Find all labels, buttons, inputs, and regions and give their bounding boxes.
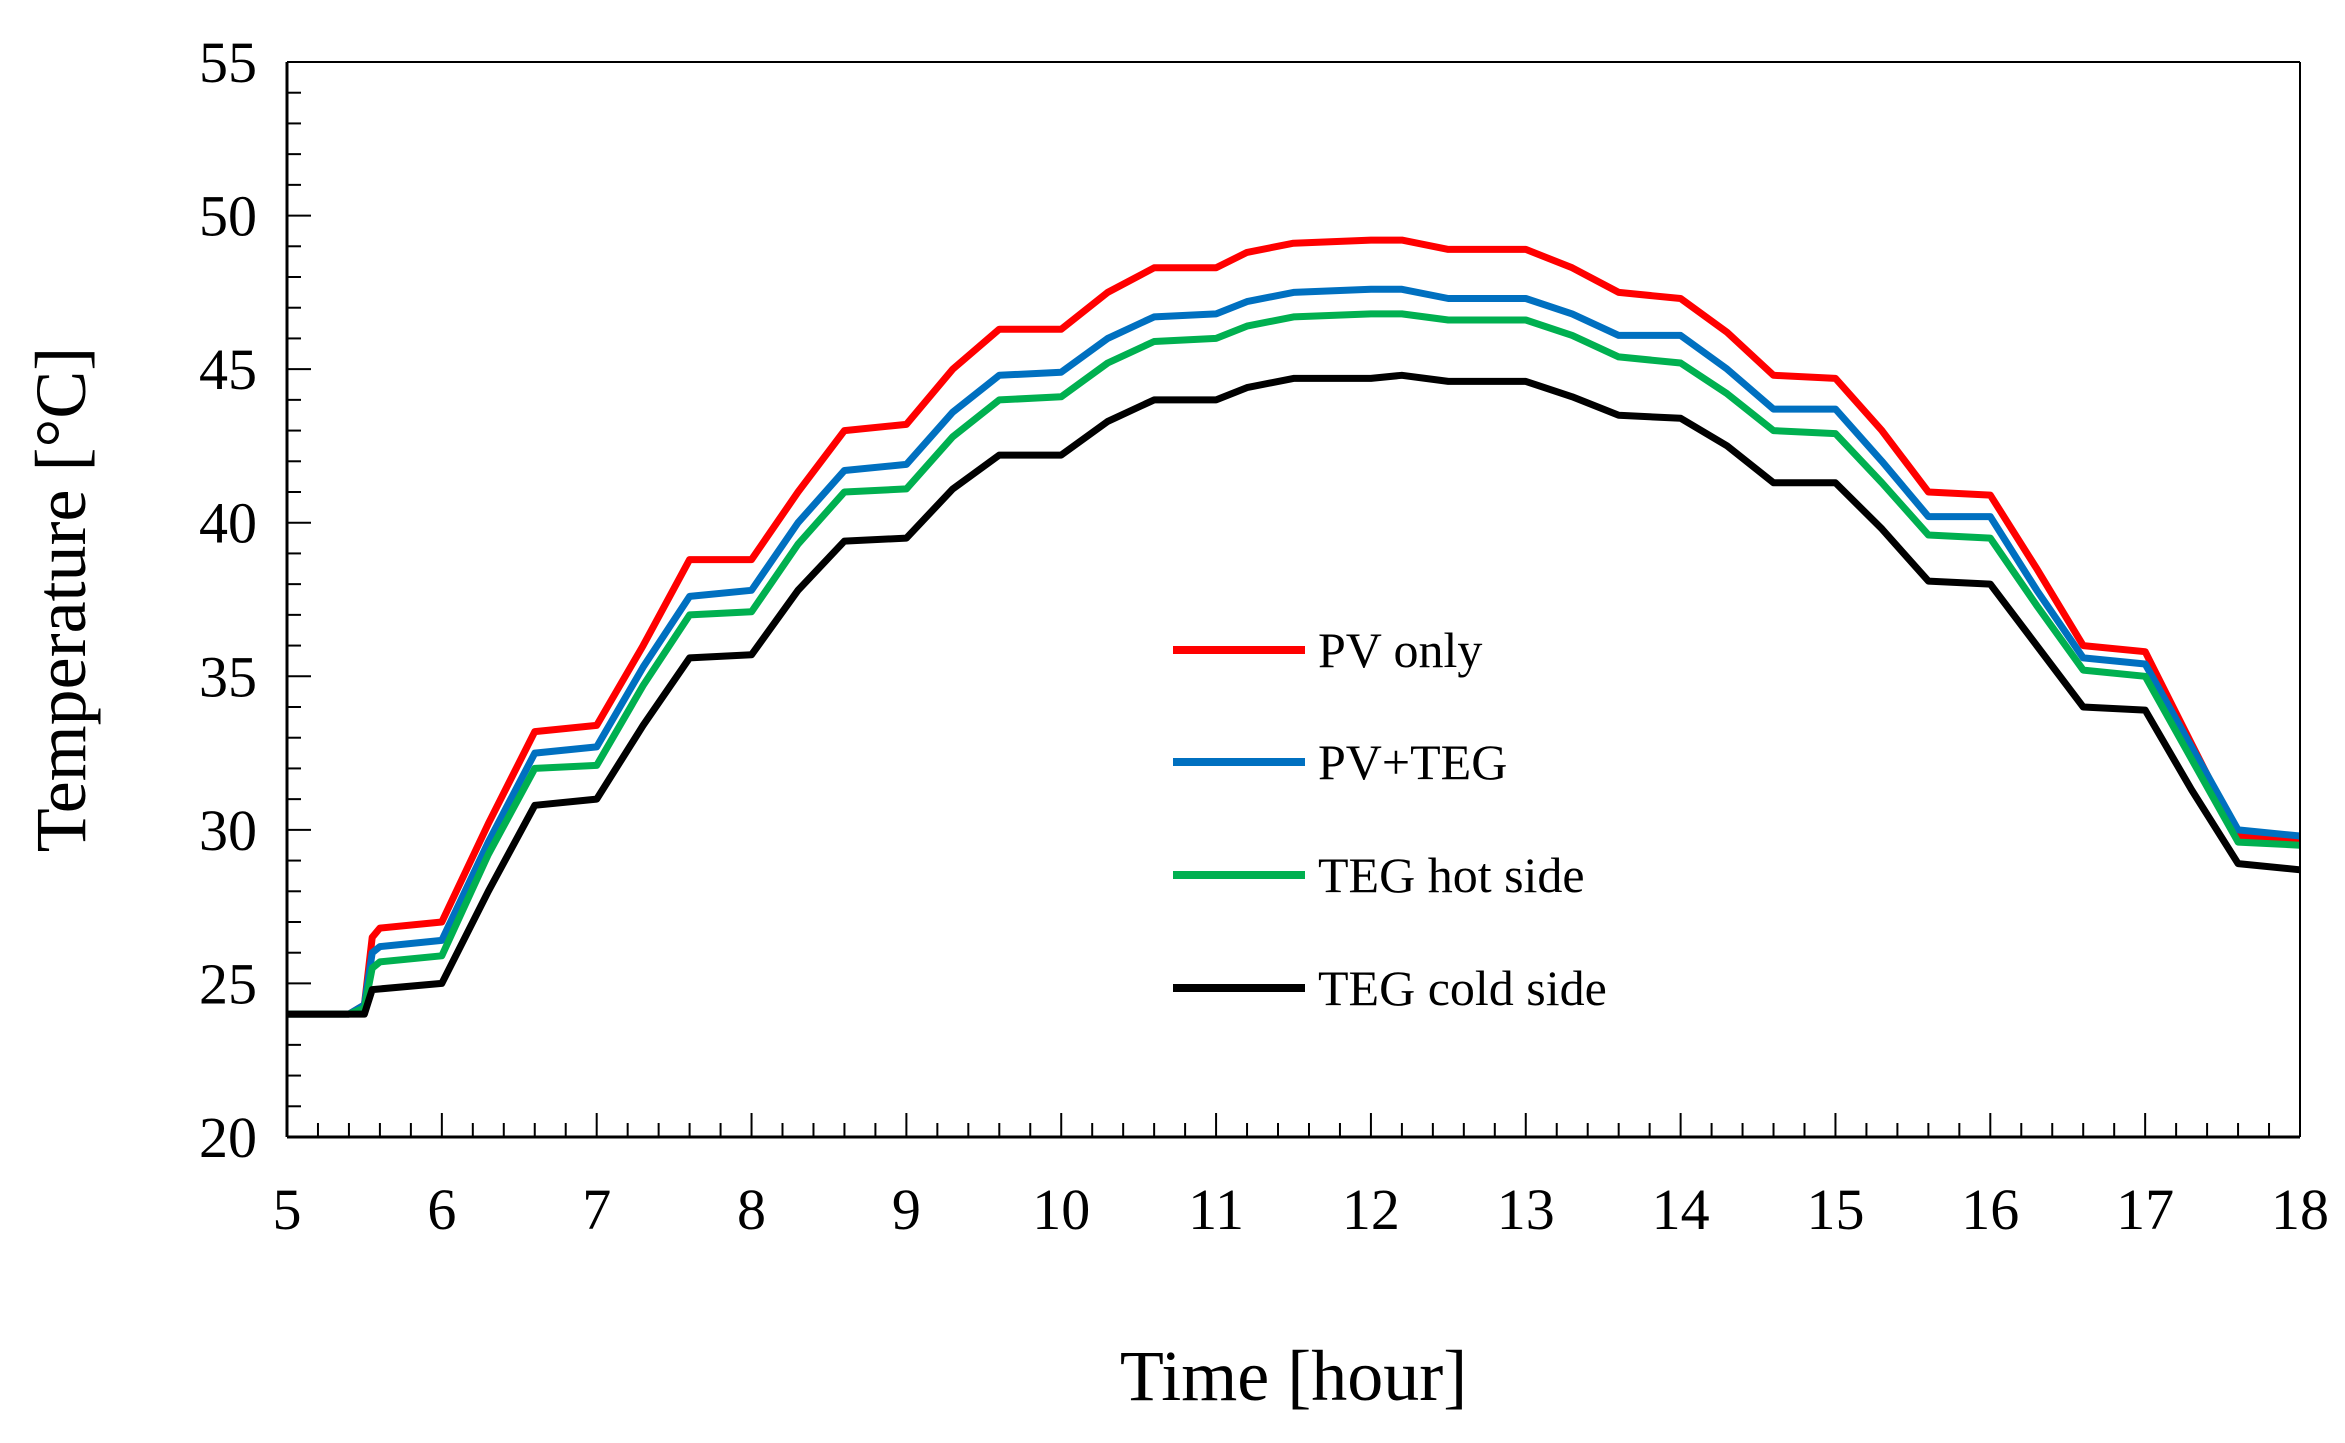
legend-label-teg-cold-side: TEG cold side	[1318, 960, 1607, 1016]
legend-label-pv-teg: PV+TEG	[1318, 734, 1507, 790]
series-line-pv-teg	[287, 285, 2301, 1018]
labels-layer: 5 6 7 8 9 10 11 12 13 14 15 16 17 18 20 25 30 35 40 45 50 55	[199, 30, 2329, 1242]
x-tick-label: 13	[1497, 1177, 1555, 1242]
y-tick-label: 45	[199, 337, 257, 402]
x-axis-title: Time [hour]	[1120, 1336, 1467, 1416]
x-tick-label: 12	[1342, 1177, 1400, 1242]
legend-label-teg-hot-side: TEG hot side	[1318, 847, 1585, 903]
x-tick-label: 10	[1032, 1177, 1090, 1242]
x-tick-label: 17	[2116, 1177, 2174, 1242]
x-tick-label: 16	[1961, 1177, 2019, 1242]
series-line-pv-only	[287, 236, 2301, 1018]
x-tick-label: 8	[737, 1177, 766, 1242]
legend: PV only PV+TEG TEG hot side TEG cold side	[1173, 622, 1607, 1016]
y-tick-label: 55	[199, 30, 257, 95]
y-tick-label: 20	[199, 1105, 257, 1170]
y-tick-label: 25	[199, 951, 257, 1016]
x-tick-label: 9	[892, 1177, 921, 1242]
x-tick-label: 15	[1806, 1177, 1864, 1242]
series-line-teg-cold-side	[287, 371, 2301, 1018]
x-tick-label: 7	[582, 1177, 611, 1242]
x-tick-label: 14	[1652, 1177, 1710, 1242]
x-tick-label: 5	[273, 1177, 302, 1242]
x-tick-label: 6	[427, 1177, 456, 1242]
ticks-layer	[286, 61, 2301, 1138]
y-tick-label: 30	[199, 798, 257, 863]
series-line-teg-hot-side	[287, 310, 2301, 1018]
axes-layer	[285, 61, 2301, 1139]
y-tick-label: 40	[199, 491, 257, 556]
series-layer	[287, 236, 2301, 1018]
legend-label-pv-only: PV only	[1318, 622, 1482, 678]
x-tick-label: 11	[1188, 1177, 1244, 1242]
x-tick-label: 18	[2271, 1177, 2329, 1242]
y-tick-label: 50	[199, 184, 257, 249]
y-axis-title: Temperature [°C]	[21, 347, 101, 853]
y-tick-label: 35	[199, 644, 257, 709]
